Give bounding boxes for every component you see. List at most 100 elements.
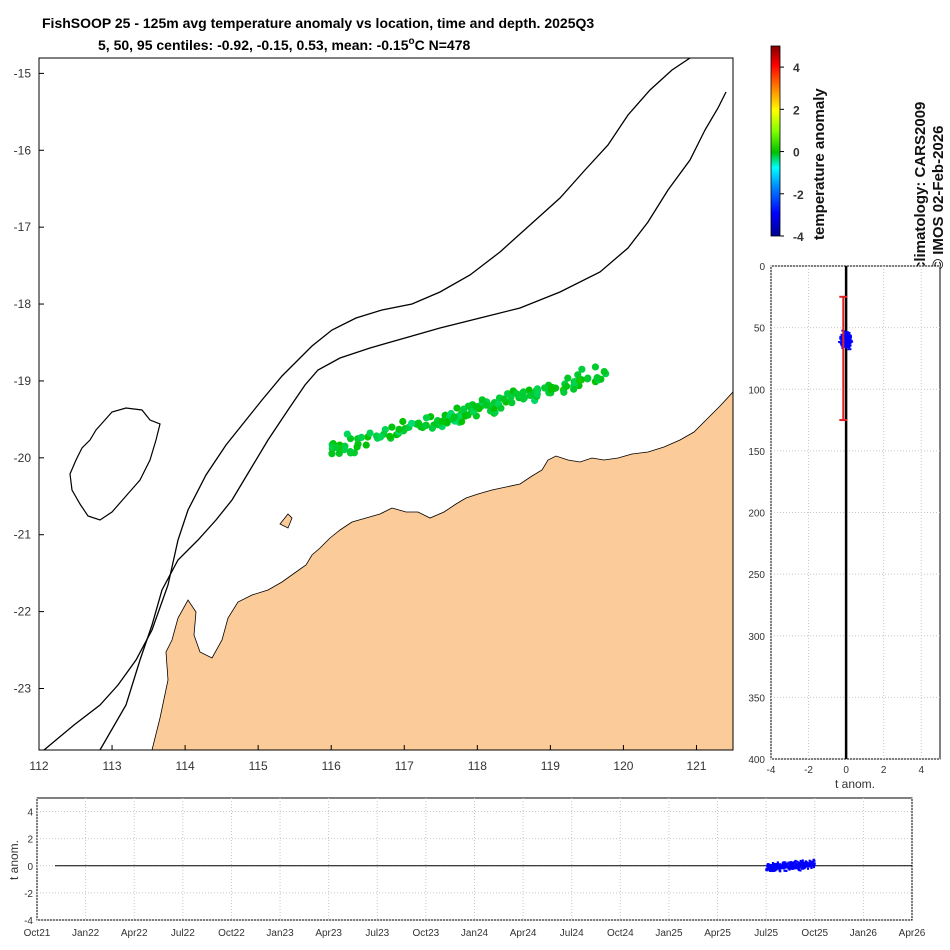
timeseries-observation	[772, 866, 776, 869]
timeseries-observation	[775, 864, 779, 867]
map-observation	[560, 388, 568, 396]
depth-centile-bar	[839, 295, 848, 422]
timeseries-observation	[768, 864, 771, 867]
timeseries-observation	[810, 861, 813, 864]
timeseries-observation	[813, 862, 816, 865]
timeseries-observation	[804, 864, 807, 867]
map-observation	[340, 444, 348, 452]
map-observation	[482, 401, 490, 409]
map-y-tick-label: -15	[14, 66, 32, 80]
map-frame	[38, 57, 734, 751]
timeseries-observation	[772, 863, 775, 866]
map-x-tick-label: 118	[468, 759, 487, 773]
map-observation	[578, 365, 586, 373]
timeseries-observation	[787, 861, 790, 864]
depth-x-tick-label: 2	[881, 765, 887, 776]
depth-observation	[846, 337, 849, 340]
timeseries-observation	[796, 865, 799, 868]
depth-observation	[848, 341, 851, 344]
map-observation	[507, 393, 515, 401]
timeseries-x-tick-label: Jul22	[171, 928, 195, 939]
timeseries-observation	[800, 860, 803, 864]
map-x-axis: 112 113 114 115 116 117 118 119 120 121	[29, 745, 707, 773]
map-observation	[533, 385, 542, 393]
colorbar	[770, 45, 781, 237]
timeseries-observation	[795, 867, 798, 870]
map-observation	[408, 419, 416, 427]
map-observation	[541, 384, 549, 392]
map-observation	[346, 448, 354, 456]
timeseries-observation	[798, 865, 801, 868]
timeseries-observation	[773, 863, 777, 866]
timeseries-x-tick-label: Jan23	[266, 928, 294, 939]
map-observation	[332, 443, 340, 452]
map-observation	[362, 441, 370, 449]
timeseries-observation	[789, 866, 792, 869]
timeseries-x-tick-label: Apr24	[510, 928, 537, 939]
timeseries-observation	[803, 866, 806, 869]
timeseries-observation	[786, 863, 789, 866]
timeseries-observation	[789, 863, 792, 866]
colorbar-label: temperature anomaly	[811, 88, 828, 240]
map-observation	[469, 408, 477, 416]
colorbar-tick-label: 2	[793, 103, 800, 117]
map-x-tick-label: 115	[249, 759, 268, 773]
map-observation	[525, 386, 533, 394]
timeseries-observations	[765, 858, 816, 873]
map-observation	[472, 403, 480, 411]
timeseries-observation	[804, 862, 807, 865]
timeseries-observation	[812, 858, 815, 861]
timeseries-observation	[783, 869, 786, 872]
depth-observation	[848, 331, 851, 334]
depth-observation	[846, 339, 849, 342]
timeseries-observation	[808, 862, 811, 865]
timeseries-y-label: t anom.	[7, 840, 21, 880]
map-y-tick-label: -17	[14, 220, 32, 234]
figure-title-line2: 5, 50, 95 centiles: -0.92, -0.15, 0.53, …	[98, 36, 470, 53]
timeseries-x-axis: Oct21 Jan22 Apr22 Jul22 Oct22 Jan23 Apr23 Jul23…	[24, 928, 926, 939]
map-y-tick-label: -22	[14, 605, 32, 619]
timeseries-observation	[801, 864, 805, 867]
timeseries-observation	[771, 869, 774, 873]
map-observation	[519, 395, 527, 403]
map-observation	[458, 418, 466, 426]
timeseries-observation	[775, 868, 778, 871]
depth-observation	[844, 345, 847, 348]
depth-observation	[847, 331, 850, 334]
timeseries-observation	[808, 859, 811, 862]
timeseries-x-tick-label: Apr26	[899, 928, 926, 939]
depth-observation	[839, 337, 842, 340]
timeseries-x-tick-label: Jul25	[754, 928, 778, 939]
timeseries-observation	[809, 864, 813, 867]
timeseries-observation	[801, 860, 804, 864]
depth-observation	[850, 339, 853, 342]
depth-observation	[843, 342, 846, 345]
depth-x-tick-label: 4	[918, 765, 924, 776]
map-y-tick-label: -21	[14, 528, 32, 542]
depth-observation	[847, 332, 850, 335]
timeseries-x-tick-label: Jan22	[72, 928, 100, 939]
timeseries-y-tick-label: 0	[27, 862, 33, 873]
timeseries-observation	[785, 869, 788, 872]
timeseries-observation	[781, 865, 784, 868]
timeseries-observation	[802, 867, 805, 870]
timeseries-observation	[784, 862, 787, 865]
map-y-tick-label: -19	[14, 374, 32, 388]
timeseries-observation	[769, 869, 772, 872]
timeseries-observation	[767, 863, 770, 867]
timeseries-observation	[812, 865, 815, 869]
depth-observation	[840, 333, 843, 336]
depth-y-tick-label: 250	[748, 570, 765, 581]
map-observation	[500, 395, 508, 403]
map-observation	[564, 374, 572, 382]
timeseries-observation	[797, 866, 800, 869]
colorbar-tick-label: 0	[793, 146, 800, 160]
timeseries-x-tick-label: Jul24	[560, 928, 584, 939]
depth-observation	[839, 335, 842, 338]
timeseries-observation	[810, 866, 813, 870]
timeseries-x-tick-label: Jan24	[461, 928, 489, 939]
timeseries-x-tick-label: Oct23	[413, 928, 440, 939]
depth-observation	[843, 343, 846, 346]
timeseries-observation	[766, 869, 769, 872]
map-observation	[584, 374, 592, 382]
